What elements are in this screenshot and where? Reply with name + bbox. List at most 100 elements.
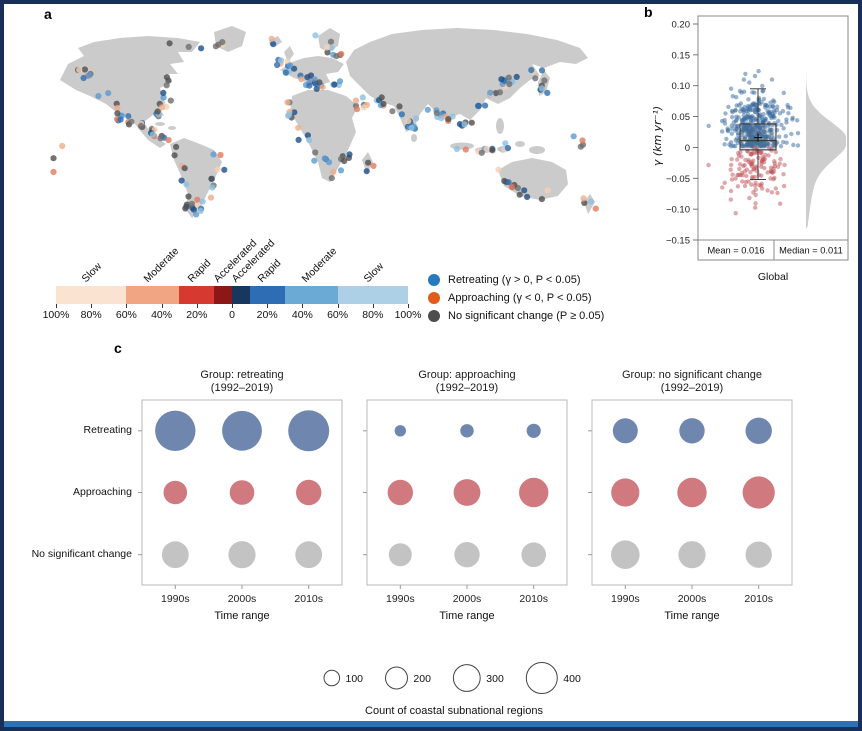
data-point xyxy=(728,197,733,202)
data-point xyxy=(781,183,787,189)
data-point xyxy=(773,186,778,191)
map-dot xyxy=(462,146,469,153)
map-dot xyxy=(50,168,57,176)
data-point xyxy=(775,104,780,109)
colorbar-tick-label: 60% xyxy=(115,309,137,321)
count-bubble xyxy=(679,418,705,444)
map-dot xyxy=(105,90,112,97)
map-legend: Retreating (γ > 0, P < 0.05) Approaching … xyxy=(428,274,604,328)
landmass xyxy=(155,122,165,126)
colorbar-tick xyxy=(408,304,409,308)
y-axis-tick-label: 0.20 xyxy=(672,20,691,31)
map-dot xyxy=(185,43,192,50)
colorbar-speed-label: Slow xyxy=(79,260,105,285)
map-dot xyxy=(80,74,87,82)
count-bubble xyxy=(745,541,772,568)
data-point xyxy=(757,182,762,188)
data-point xyxy=(726,104,731,110)
data-point xyxy=(763,152,768,158)
map-dot xyxy=(508,183,515,190)
data-point xyxy=(731,120,736,125)
map-dot xyxy=(160,89,167,96)
count-bubble xyxy=(519,477,549,508)
landmass xyxy=(529,146,545,154)
data-point xyxy=(740,107,746,112)
size-legend-circle xyxy=(385,666,408,690)
count-bubble xyxy=(394,425,406,437)
colorbar-tick-label: 40% xyxy=(291,309,313,321)
x-axis-title: Time range xyxy=(439,610,494,622)
data-point xyxy=(757,125,762,130)
map-dot xyxy=(295,124,302,131)
density-violin xyxy=(806,31,846,229)
y-axis-tick-label: 0.05 xyxy=(672,112,691,123)
map-dot xyxy=(337,167,345,174)
count-bubble xyxy=(155,410,196,451)
map-dot xyxy=(478,149,485,156)
data-point xyxy=(744,173,749,179)
x-axis-tick-label: 1990s xyxy=(386,593,415,605)
data-point xyxy=(749,118,754,124)
map-dot xyxy=(424,106,431,113)
legend-dot-icon xyxy=(428,292,440,304)
data-point xyxy=(723,111,728,116)
data-point xyxy=(776,118,781,124)
landmass xyxy=(496,118,504,134)
count-bubble xyxy=(742,476,775,509)
subplot-subtitle: (1992–2019) xyxy=(436,382,498,394)
map-dot xyxy=(398,111,405,118)
data-point xyxy=(759,173,764,178)
data-point xyxy=(778,156,783,162)
landmass xyxy=(346,28,588,132)
map-dot xyxy=(461,121,468,128)
size-legend-circle xyxy=(323,669,341,687)
y-axis-tick-label: −0.10 xyxy=(666,205,690,216)
count-bubble xyxy=(228,541,256,569)
data-point xyxy=(734,136,739,141)
x-axis-tick-label: 2010s xyxy=(744,593,773,605)
map-dot xyxy=(341,157,348,165)
legend-item: Approaching (γ < 0, P < 0.05) xyxy=(428,292,604,304)
count-bubble xyxy=(460,424,474,438)
data-point xyxy=(733,176,738,181)
colorbar-tick-label: 80% xyxy=(80,309,102,321)
map-dot xyxy=(505,74,512,81)
map-dot xyxy=(178,177,185,184)
colorbar-speed-label: Moderate xyxy=(299,245,340,285)
map-dot xyxy=(295,136,302,143)
data-point xyxy=(760,83,765,89)
data-point xyxy=(782,162,787,168)
data-point xyxy=(730,115,735,120)
map-dot xyxy=(319,84,326,91)
map-dot xyxy=(505,179,512,186)
map-dot xyxy=(544,187,551,194)
data-point xyxy=(753,187,758,192)
data-point xyxy=(746,159,751,164)
data-point xyxy=(775,190,780,196)
data-point xyxy=(760,132,765,137)
legend-label: No significant change (P ≥ 0.05) xyxy=(448,310,605,322)
colorbar-segment xyxy=(179,286,215,304)
landmass xyxy=(280,56,344,86)
map-dot xyxy=(580,195,587,202)
data-point xyxy=(758,151,763,156)
map-dot xyxy=(221,166,228,173)
data-point xyxy=(761,96,767,102)
data-point xyxy=(759,119,764,124)
y-axis-tick-label: −0.15 xyxy=(666,236,690,247)
map-dot xyxy=(158,104,166,111)
data-point xyxy=(772,115,777,120)
map-dot xyxy=(496,89,503,96)
data-point xyxy=(753,124,758,130)
size-legend-value: 200 xyxy=(413,673,431,685)
map-dot xyxy=(538,67,546,74)
map-dot xyxy=(413,115,420,122)
map-dot xyxy=(389,108,396,115)
data-point xyxy=(783,134,788,139)
map-dot xyxy=(167,97,174,104)
map-dot xyxy=(524,193,531,200)
map-dot xyxy=(433,110,440,117)
data-point xyxy=(761,159,767,165)
data-point xyxy=(719,118,725,124)
row-label: No significant change xyxy=(31,548,132,560)
